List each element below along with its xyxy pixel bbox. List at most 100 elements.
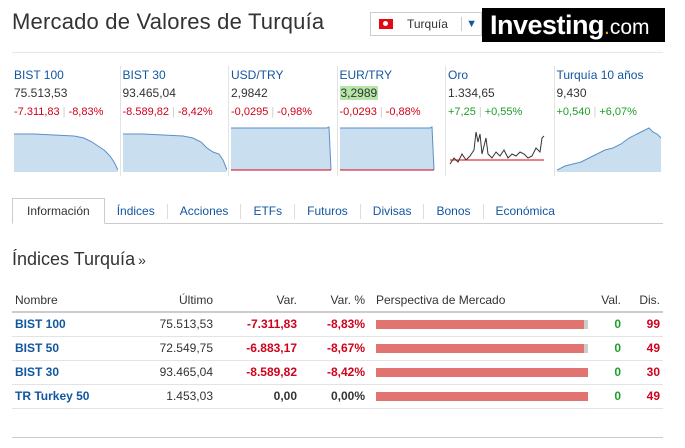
tile-value: 93.465,04 <box>122 86 176 100</box>
table-row: TR Turkey 50 1.453,03 0,00 0,00% 0 49 <box>12 384 663 409</box>
row-up-count: 0 <box>592 384 624 409</box>
row-pct: -8,67% <box>300 336 368 361</box>
sparkline-chart <box>14 133 118 172</box>
row-name-link[interactable]: TR Turkey 50 <box>12 384 116 409</box>
tile-change: -8.589,82 <box>122 106 169 118</box>
sparkline-chart <box>231 126 332 171</box>
table-row: BIST 100 75.513,53 -7.311,83 -8,83% 0 99 <box>12 312 663 337</box>
footer-divider <box>12 437 663 438</box>
tile-eur-try[interactable]: EUR/TRY 3,2989 -0,0293 | -0,88% <box>338 66 446 176</box>
tile-value: 3,2989 <box>339 86 379 100</box>
tab-bar: Información Índices Acciones ETFs Futuro… <box>12 198 663 224</box>
tile-change: -0,0293 <box>339 106 377 118</box>
tab-informacion[interactable]: Información <box>12 198 105 224</box>
header-divider <box>12 52 663 53</box>
tile-turquia-10-anos[interactable]: Turquía 10 años 9,430 +0,540 | +6,07% <box>555 66 663 176</box>
tile-value: 75.513,53 <box>14 86 68 100</box>
table-row: BIST 50 72.549,75 -6.883,17 -8,67% 0 49 <box>12 336 663 361</box>
tile-change-pct: -8,83% <box>68 106 104 118</box>
row-down-count: 30 <box>624 360 663 385</box>
col-header-up[interactable]: Val. <box>592 289 624 313</box>
tile-name[interactable]: Turquía 10 años <box>556 68 644 82</box>
tile-bist-30[interactable]: BIST 30 93.465,04 -8.589,82 | -8,42% <box>121 66 229 176</box>
row-up-count: 0 <box>592 312 624 337</box>
tile-change-pct: -8,42% <box>177 106 213 118</box>
sparkline-chart <box>556 127 661 172</box>
row-pct: 0,00% <box>300 384 368 409</box>
logo-text: Investing <box>490 10 605 40</box>
double-chevron-right-icon[interactable]: » <box>138 252 146 268</box>
row-name-link[interactable]: BIST 100 <box>12 312 116 337</box>
tile-change-pct: -0,88% <box>385 106 421 118</box>
tile-name[interactable]: USD/TRY <box>231 68 284 82</box>
country-select[interactable]: Turquía ▼ <box>370 12 482 36</box>
tile-change-pct: +0,55% <box>484 106 523 118</box>
outlook-bar <box>376 391 588 401</box>
tab-indices[interactable]: Índices <box>105 204 168 219</box>
tile-value: 9,430 <box>556 86 587 100</box>
row-name-link[interactable]: BIST 30 <box>12 360 116 385</box>
indices-table: Nombre Último Var. Var. % Perspectiva de… <box>12 289 663 409</box>
col-header-pct[interactable]: Var. % <box>300 289 368 313</box>
tile-change: -0,0295 <box>231 106 269 118</box>
turkey-flag-icon <box>379 19 393 29</box>
sparkline-chart <box>449 131 545 165</box>
table-row: BIST 30 93.465,04 -8.589,82 -8,42% 0 30 <box>12 360 663 385</box>
col-header-change[interactable]: Var. <box>216 289 300 313</box>
tile-change: +7,25 <box>448 106 476 118</box>
tab-futuros[interactable]: Futuros <box>295 204 361 219</box>
tile-change-pct: -0,98% <box>277 106 313 118</box>
row-change: -8.589,82 <box>216 360 300 385</box>
col-header-last[interactable]: Último <box>116 289 216 313</box>
tile-name[interactable]: EUR/TRY <box>339 68 392 82</box>
table-header-row: Nombre Último Var. Var. % Perspectiva de… <box>12 289 663 313</box>
row-pct: -8,42% <box>300 360 368 385</box>
col-header-name[interactable]: Nombre <box>12 289 116 313</box>
sparkline-chart <box>339 126 434 171</box>
sparkline-chart <box>122 133 227 172</box>
page-title: Mercado de Valores de Turquía <box>12 9 325 34</box>
tile-value: 1.334,65 <box>448 86 495 100</box>
investing-logo[interactable]: Investing.com <box>482 8 665 42</box>
outlook-bar <box>376 343 588 353</box>
row-last: 93.465,04 <box>116 360 216 385</box>
outlook-bar-up <box>583 343 588 353</box>
quote-tiles: BIST 100 75.513,53 -7.311,83 | -8,83% BIST… <box>12 66 663 176</box>
row-down-count: 49 <box>624 384 663 409</box>
tab-bonos[interactable]: Bonos <box>424 204 484 219</box>
col-header-down[interactable]: Dis. <box>624 289 663 313</box>
section-title-text[interactable]: Índices Turquía <box>12 249 136 269</box>
row-change: -6.883,17 <box>216 336 300 361</box>
tile-change-pct: +6,07% <box>599 106 637 118</box>
row-last: 72.549,75 <box>116 336 216 361</box>
outlook-bar <box>376 319 588 329</box>
tile-name[interactable]: BIST 30 <box>122 68 166 82</box>
tile-oro[interactable]: Oro 1.334,65 +7,25 | +0,55% <box>446 66 555 176</box>
row-up-count: 0 <box>592 336 624 361</box>
tab-etfs[interactable]: ETFs <box>241 204 296 219</box>
row-down-count: 99 <box>624 312 663 337</box>
row-down-count: 49 <box>624 336 663 361</box>
tab-economica[interactable]: Económica <box>495 204 555 218</box>
section-title[interactable]: Índices Turquía» <box>12 249 146 270</box>
tab-acciones[interactable]: Acciones <box>168 204 242 219</box>
row-last: 75.513,53 <box>116 312 216 337</box>
tile-name[interactable]: BIST 100 <box>14 68 64 82</box>
outlook-bar <box>376 367 588 377</box>
chevron-down-icon[interactable]: ▼ <box>461 17 477 31</box>
tile-usd-try[interactable]: USD/TRY 2,9842 -0,0295 | -0,98% <box>229 66 338 176</box>
row-change: -7.311,83 <box>216 312 300 337</box>
row-last: 1.453,03 <box>116 384 216 409</box>
tile-change: +0,540 <box>556 106 591 118</box>
row-change: 0,00 <box>216 384 300 409</box>
row-name-link[interactable]: BIST 50 <box>12 336 116 361</box>
logo-suffix: com <box>609 16 650 39</box>
outlook-bar-up <box>583 319 588 329</box>
tab-divisas[interactable]: Divisas <box>361 204 425 219</box>
tile-name[interactable]: Oro <box>448 68 469 82</box>
country-select-label: Turquía <box>407 17 448 31</box>
row-up-count: 0 <box>592 360 624 385</box>
row-pct: -8,83% <box>300 312 368 337</box>
tile-bist-100[interactable]: BIST 100 75.513,53 -7.311,83 | -8,83% <box>12 66 121 176</box>
tile-change: -7.311,83 <box>14 106 60 118</box>
